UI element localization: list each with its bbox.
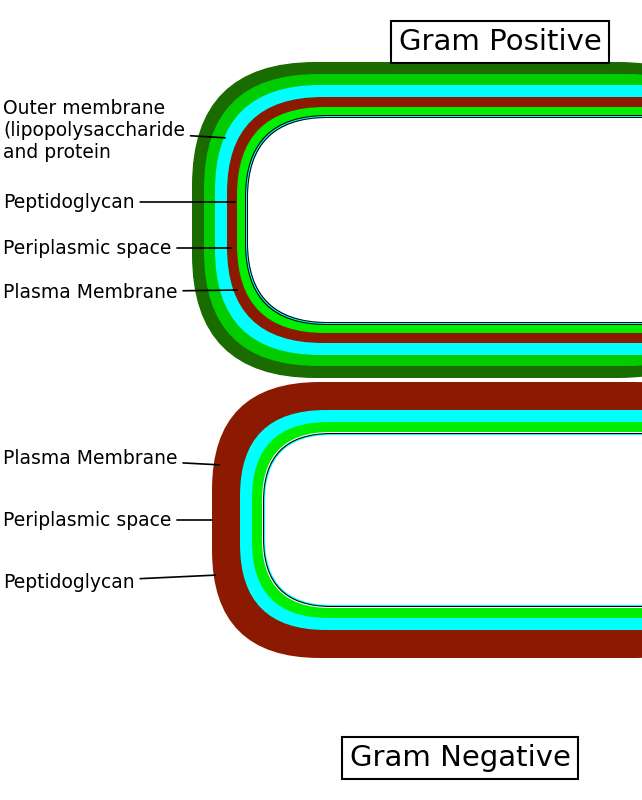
FancyBboxPatch shape — [248, 118, 642, 322]
Text: Plasma Membrane: Plasma Membrane — [3, 449, 219, 467]
FancyBboxPatch shape — [252, 422, 642, 618]
FancyBboxPatch shape — [215, 85, 642, 355]
Text: Peptidoglycan: Peptidoglycan — [3, 193, 235, 211]
FancyBboxPatch shape — [204, 74, 642, 366]
FancyBboxPatch shape — [263, 433, 642, 607]
FancyBboxPatch shape — [245, 115, 642, 325]
Text: Peptidoglycan: Peptidoglycan — [3, 573, 215, 591]
FancyBboxPatch shape — [237, 107, 642, 333]
FancyBboxPatch shape — [264, 434, 642, 606]
Text: Gram Positive: Gram Positive — [399, 28, 602, 56]
Text: Periplasmic space: Periplasmic space — [3, 238, 231, 258]
FancyBboxPatch shape — [247, 117, 642, 323]
FancyBboxPatch shape — [240, 410, 642, 630]
FancyBboxPatch shape — [212, 382, 642, 658]
Text: Plasma Membrane: Plasma Membrane — [3, 282, 238, 302]
Text: Periplasmic space: Periplasmic space — [3, 510, 213, 530]
FancyBboxPatch shape — [227, 97, 642, 343]
FancyBboxPatch shape — [262, 432, 642, 608]
FancyBboxPatch shape — [192, 62, 642, 378]
Text: Outer membrane
(lipopolysaccharide
and protein: Outer membrane (lipopolysaccharide and p… — [3, 98, 225, 162]
Text: Gram Negative: Gram Negative — [349, 744, 571, 772]
FancyBboxPatch shape — [246, 116, 642, 324]
FancyBboxPatch shape — [265, 435, 642, 605]
